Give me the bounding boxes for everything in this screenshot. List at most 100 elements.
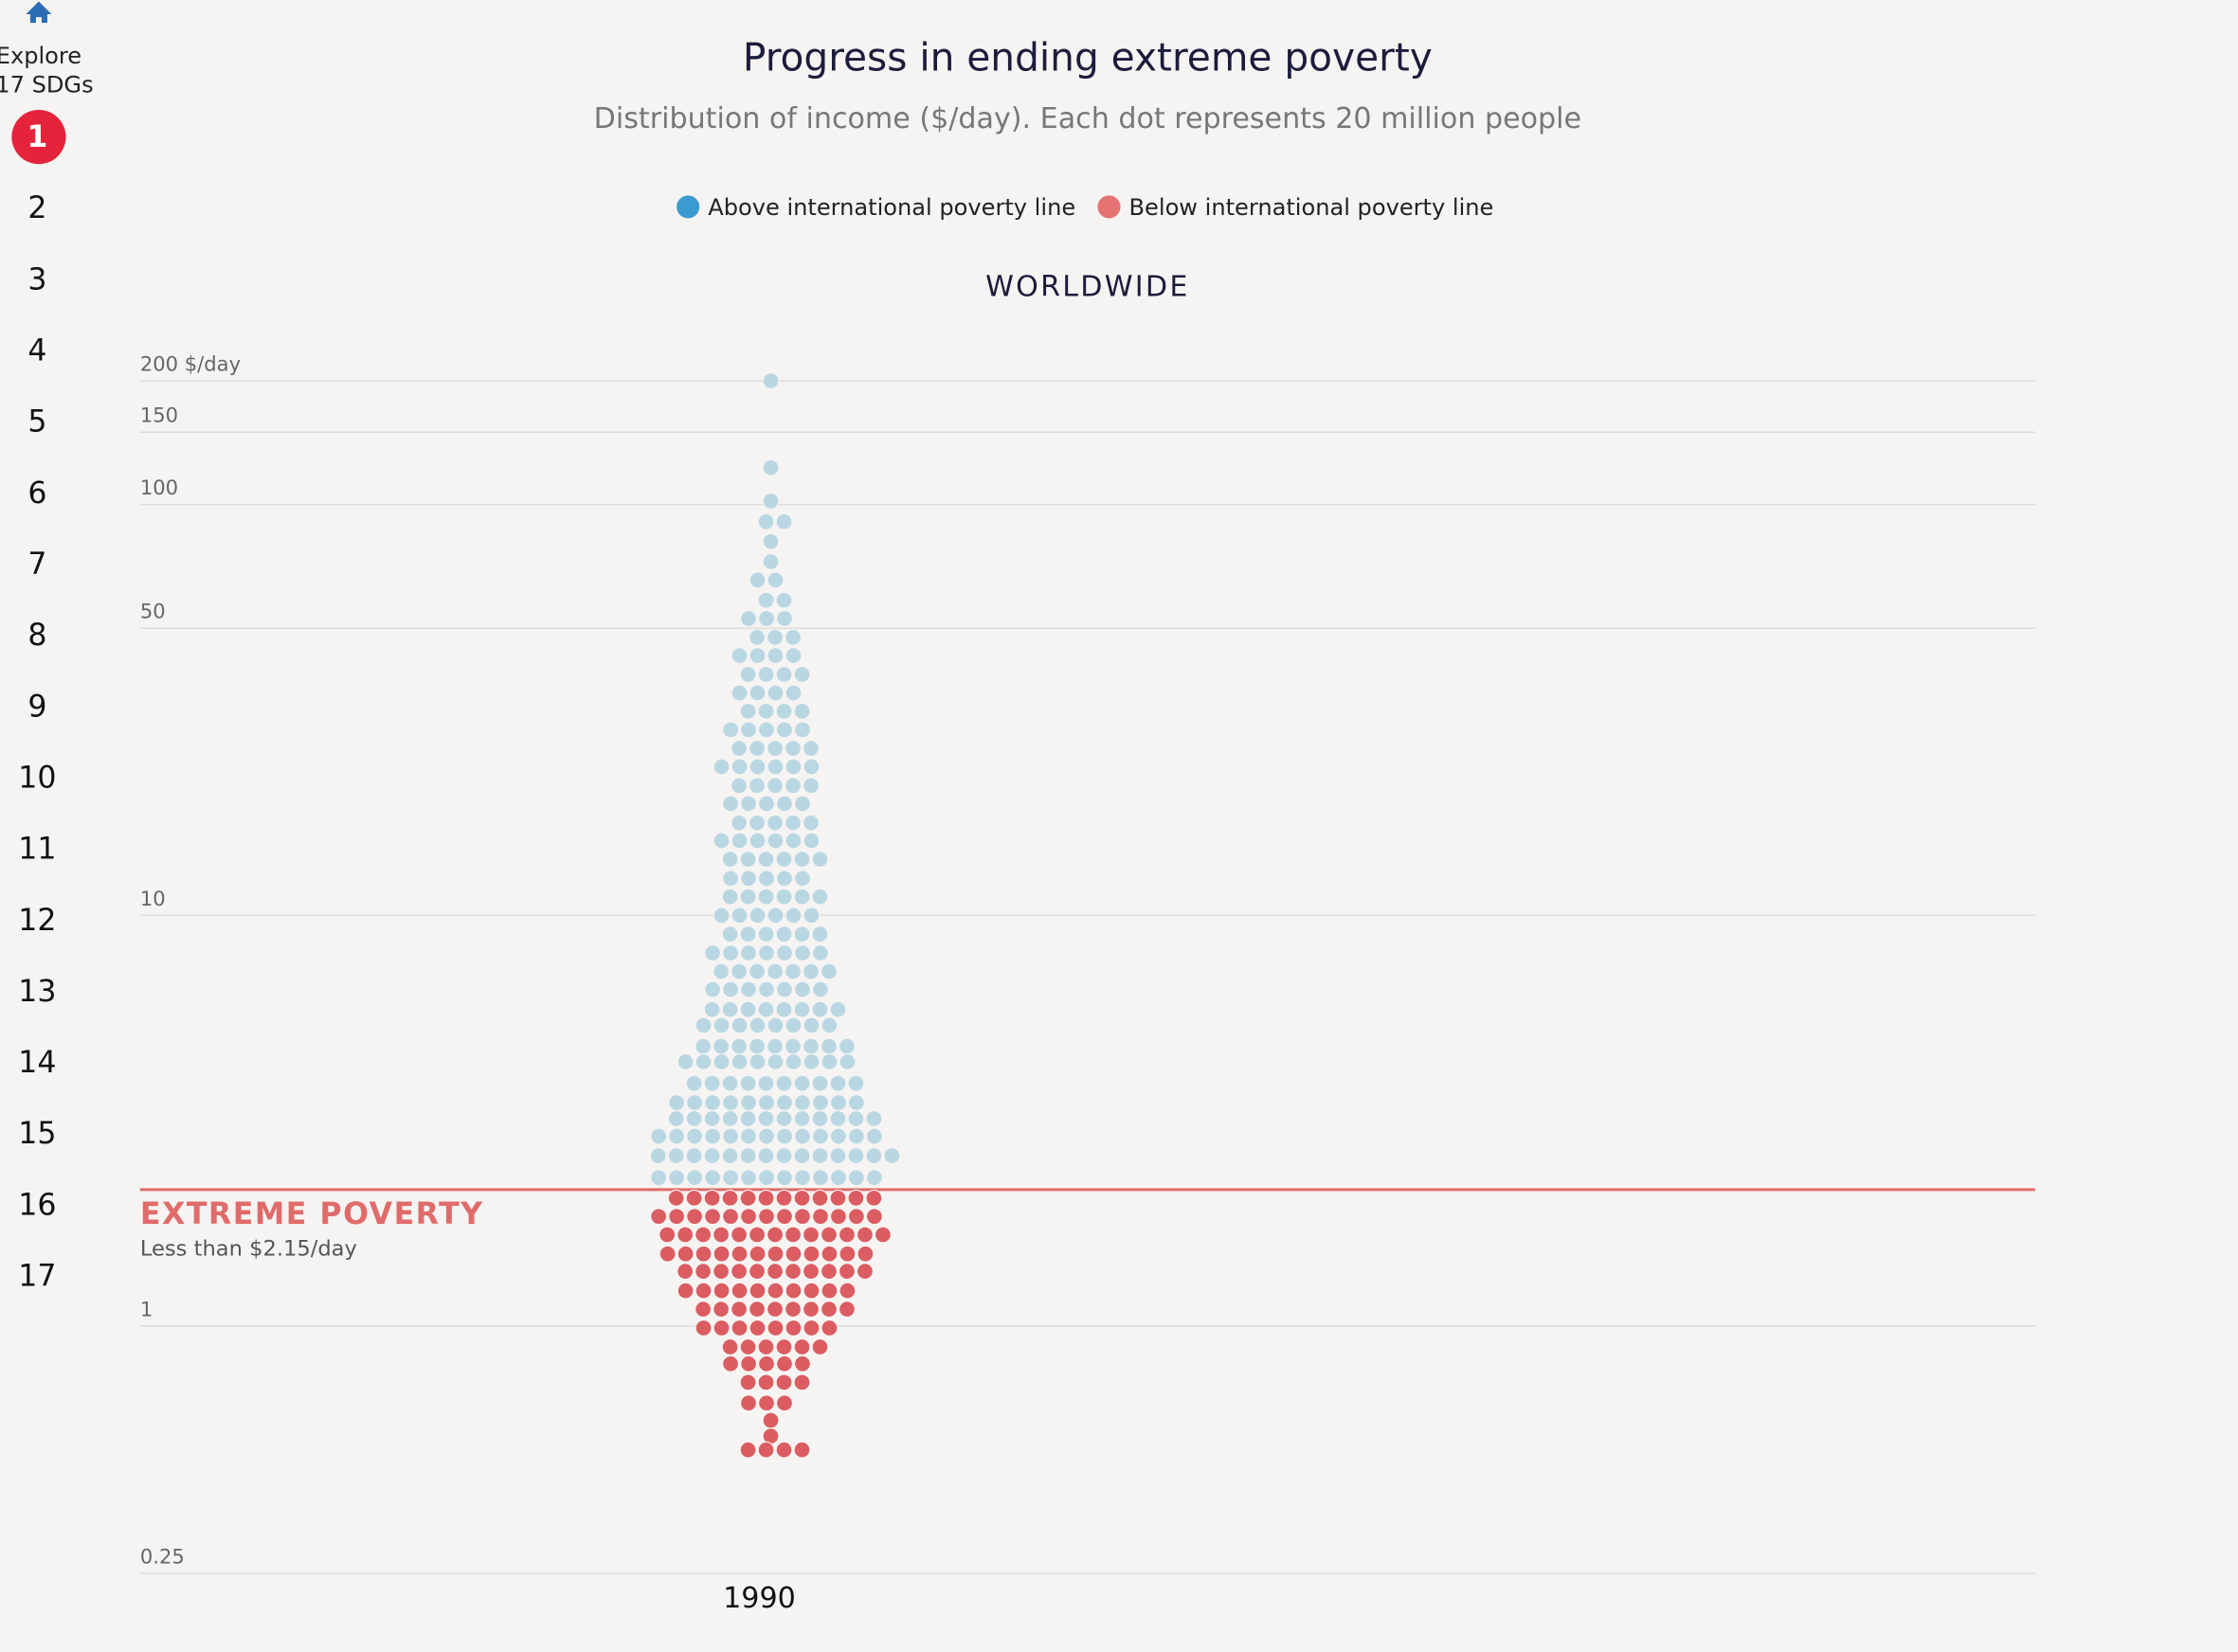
dot: [847, 1109, 865, 1128]
dot: [762, 458, 780, 476]
home-label[interactable]: 17 SDGs: [0, 71, 94, 98]
dot: [775, 1000, 793, 1018]
dot: [802, 962, 821, 980]
goal-link[interactable]: 14: [18, 1046, 56, 1080]
dot: [793, 1189, 811, 1207]
goal-link[interactable]: 11: [18, 833, 56, 867]
dot: [829, 1169, 847, 1187]
dot: [847, 1208, 865, 1226]
dot: [767, 571, 785, 589]
dot: [757, 980, 776, 998]
goal-link[interactable]: 6: [27, 476, 46, 511]
dot: [802, 1226, 821, 1244]
goal-link[interactable]: 5: [27, 405, 46, 440]
dot: [775, 1355, 794, 1373]
goal-link[interactable]: 7: [27, 548, 46, 582]
dot: [749, 684, 767, 702]
dot: [757, 925, 775, 943]
dot: [793, 1338, 811, 1356]
goal-link[interactable]: 10: [18, 761, 56, 795]
legend-marker[interactable]: [677, 195, 700, 219]
goal-link[interactable]: 13: [18, 975, 56, 1009]
dot: [767, 628, 785, 646]
goal-link[interactable]: 12: [18, 904, 56, 938]
dot: [757, 1338, 775, 1356]
dot: [749, 1263, 767, 1281]
goal-link[interactable]: 4: [27, 334, 46, 368]
dot: [739, 721, 758, 739]
dot: [820, 1301, 839, 1319]
dot: [722, 1094, 740, 1112]
goal-active-marker[interactable]: [11, 109, 66, 165]
legend-label[interactable]: Below international poverty line: [1129, 194, 1494, 221]
dot: [757, 1000, 775, 1018]
dot: [739, 1355, 758, 1373]
dot: [713, 1052, 731, 1071]
dot: [767, 1282, 785, 1300]
dot: [721, 925, 739, 943]
dot: [829, 1147, 847, 1165]
dot: [811, 980, 829, 998]
goal-link[interactable]: 2: [27, 191, 46, 225]
dot: [785, 907, 803, 925]
goal-link[interactable]: 8: [27, 619, 46, 653]
dot: [775, 721, 794, 739]
dot: [775, 1441, 793, 1459]
dot: [793, 721, 811, 739]
dot: [811, 1127, 829, 1145]
goal-link[interactable]: 9: [27, 690, 46, 724]
dot: [749, 758, 767, 776]
home-icon[interactable]: [26, 1, 52, 24]
dot: [865, 1189, 883, 1207]
dot: [713, 832, 731, 850]
dot: [713, 1016, 731, 1034]
dot: [767, 962, 785, 980]
dot: [829, 1094, 847, 1112]
goal-link[interactable]: 16: [18, 1188, 56, 1222]
dot: [713, 907, 731, 925]
dot: [793, 665, 811, 683]
dot: [762, 532, 780, 550]
goal-link[interactable]: 17: [18, 1260, 56, 1294]
legend-label[interactable]: Above international poverty line: [708, 194, 1075, 221]
goal-link[interactable]: 15: [18, 1117, 56, 1151]
dot: [820, 1226, 839, 1244]
dot: [829, 1208, 847, 1226]
dot: [785, 684, 803, 702]
home-label[interactable]: Explore: [0, 43, 81, 69]
dot: [847, 1189, 865, 1207]
chart-title: Progress in ending extreme poverty: [743, 34, 1433, 80]
dot: [749, 1282, 767, 1300]
dot: [685, 1147, 703, 1165]
dot: [677, 1282, 695, 1300]
dot: [749, 628, 767, 646]
dot: [811, 1109, 829, 1128]
dot: [811, 1169, 829, 1187]
dot: [793, 944, 811, 962]
dot: [721, 1338, 739, 1356]
dot: [667, 1109, 685, 1128]
dot: [775, 944, 794, 962]
dot: [811, 1189, 829, 1207]
dot: [874, 1226, 892, 1244]
goal-link[interactable]: 3: [27, 262, 46, 296]
dot: [793, 1074, 811, 1092]
dot: [803, 758, 821, 776]
goal-link[interactable]: 1: [27, 120, 47, 154]
y-tick-label: 0.25: [140, 1545, 185, 1569]
dot: [847, 1127, 865, 1145]
dot: [784, 962, 803, 980]
y-tick-label: 100: [140, 476, 178, 499]
dot: [838, 1263, 856, 1281]
dot: [739, 1147, 757, 1165]
dot: [704, 1094, 722, 1112]
legend-marker[interactable]: [1097, 195, 1121, 219]
dot: [739, 1441, 757, 1459]
dot: [762, 372, 780, 390]
chart-subtitle: Distribution of income ($/day). Each dot…: [594, 102, 1581, 135]
dot: [775, 702, 793, 720]
